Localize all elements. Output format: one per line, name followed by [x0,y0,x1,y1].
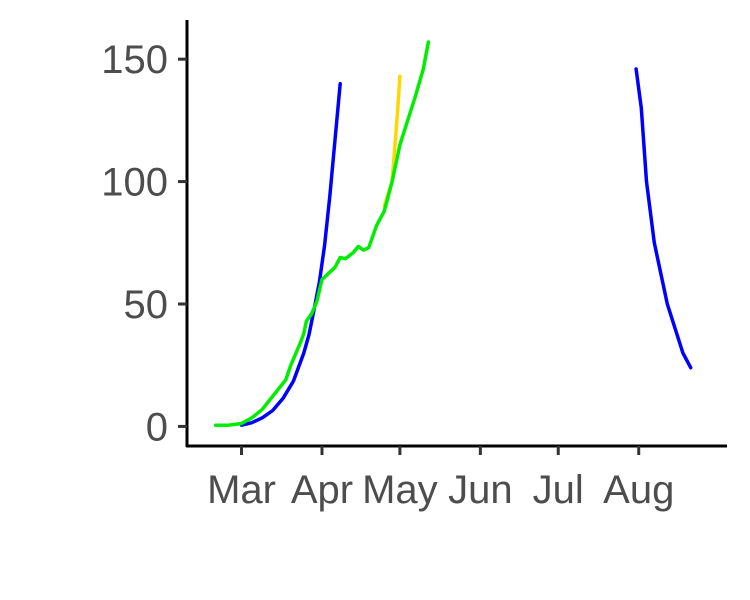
y-tick-label: 50 [124,283,169,327]
x-axis: Mar Apr May Jun Jul Aug [207,446,674,512]
series-line-4 [213,40,431,427]
series-line-1 [239,81,342,427]
x-tick-label: Apr [291,468,353,512]
x-tick-label: Jul [533,468,584,512]
y-axis: 0 50 100 150 [101,38,187,449]
y-tick-label: 0 [146,405,168,449]
y-tick-label: 150 [101,38,168,82]
x-tick-label: May [362,468,438,512]
y-tick-label: 100 [101,161,168,205]
x-tick-label: Aug [603,468,674,512]
plot-area [213,40,693,427]
x-tick-label: Jun [448,468,513,512]
series-line-2 [634,67,693,370]
x-tick-label: Mar [207,468,276,512]
